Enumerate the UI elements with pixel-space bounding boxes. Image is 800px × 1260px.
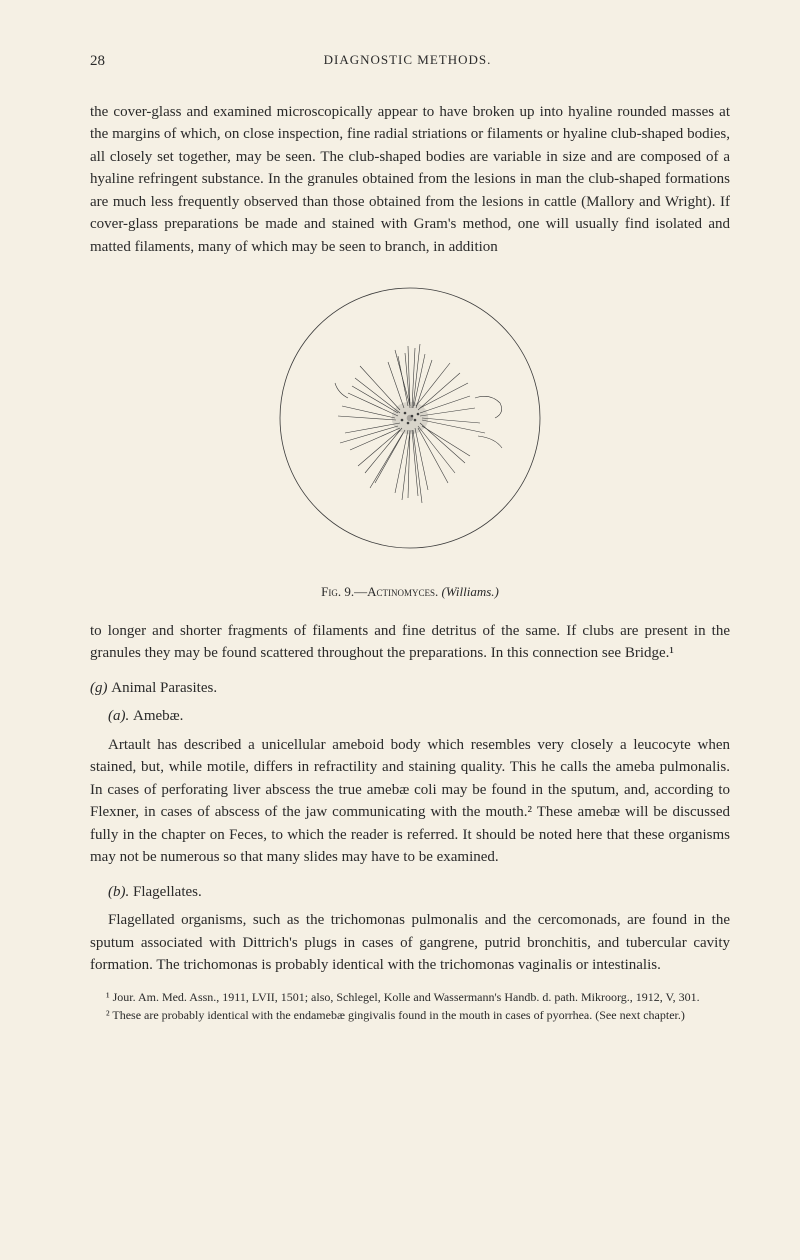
footnotes-section: ¹ Jour. Am. Med. Assn., 1911, LVII, 1501… [90,989,730,1023]
subsection-a-label: (a). [108,708,133,724]
footnote-2: ² These are probably identical with the … [90,1007,730,1023]
page-header: 28 DIAGNOSTIC METHODS. [90,50,730,73]
header-title: DIAGNOSTIC METHODS. [324,50,492,73]
figure-caption: Fig. 9.—Actinomyces. (Williams.) [90,582,730,602]
paragraph-4: Flagellated organisms, such as the trich… [90,909,730,977]
page-number: 28 [90,50,105,73]
figure-caption-prefix: Fig. 9.—Actinomyces. [321,584,441,599]
section-g-heading: (g) Animal Parasites. [90,677,730,700]
subsection-b-label: (b). [108,884,133,900]
actinomyces-figure [260,278,560,558]
section-g-title: Animal Parasites. [111,680,217,696]
paragraph-2: to longer and shorter fragments of filam… [90,620,730,665]
footnote-1: ¹ Jour. Am. Med. Assn., 1911, LVII, 1501… [90,989,730,1005]
subsection-a-title: Amebæ. [133,708,183,724]
subsection-b-heading: (b). Flagellates. [90,881,730,904]
section-g-label: (g) [90,680,111,696]
figure-caption-italic: (Williams.) [441,584,498,599]
figure-container [90,278,730,566]
subsection-a-heading: (a). Amebæ. [90,705,730,728]
paragraph-3: Artault has described a unicellular ameb… [90,734,730,869]
subsection-b-title: Flagellates. [133,884,202,900]
paragraph-1: the cover-glass and examined microscopic… [90,101,730,259]
